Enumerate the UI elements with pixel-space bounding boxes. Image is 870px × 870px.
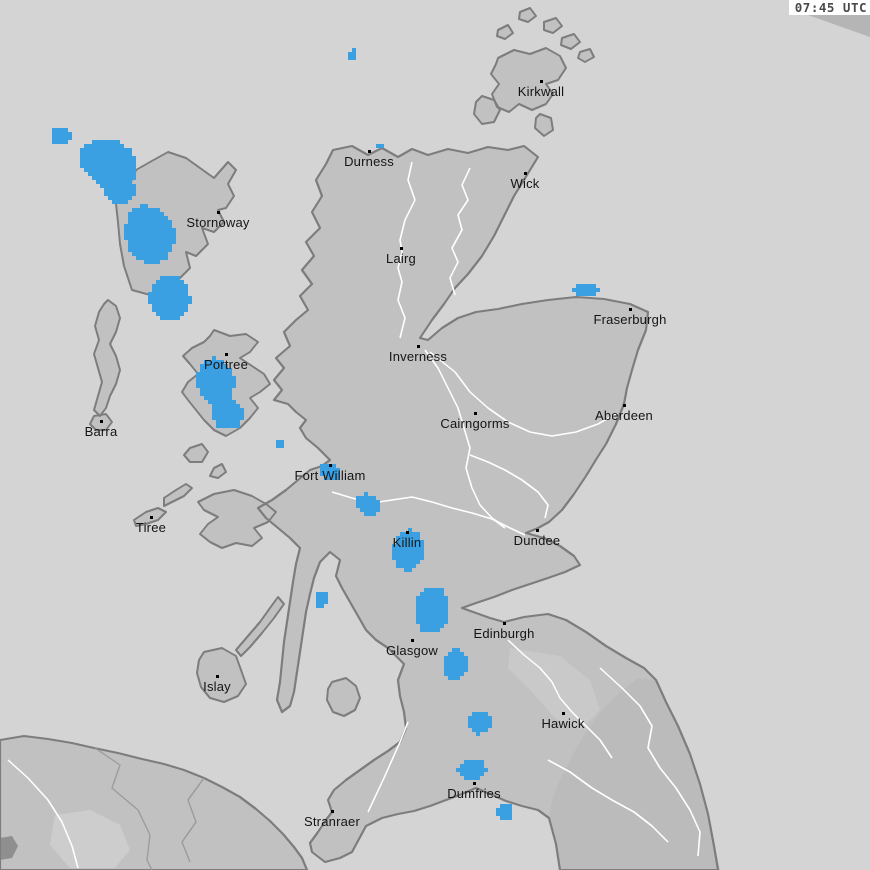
timestamp-badge: 07:45 UTC — [788, 0, 870, 15]
